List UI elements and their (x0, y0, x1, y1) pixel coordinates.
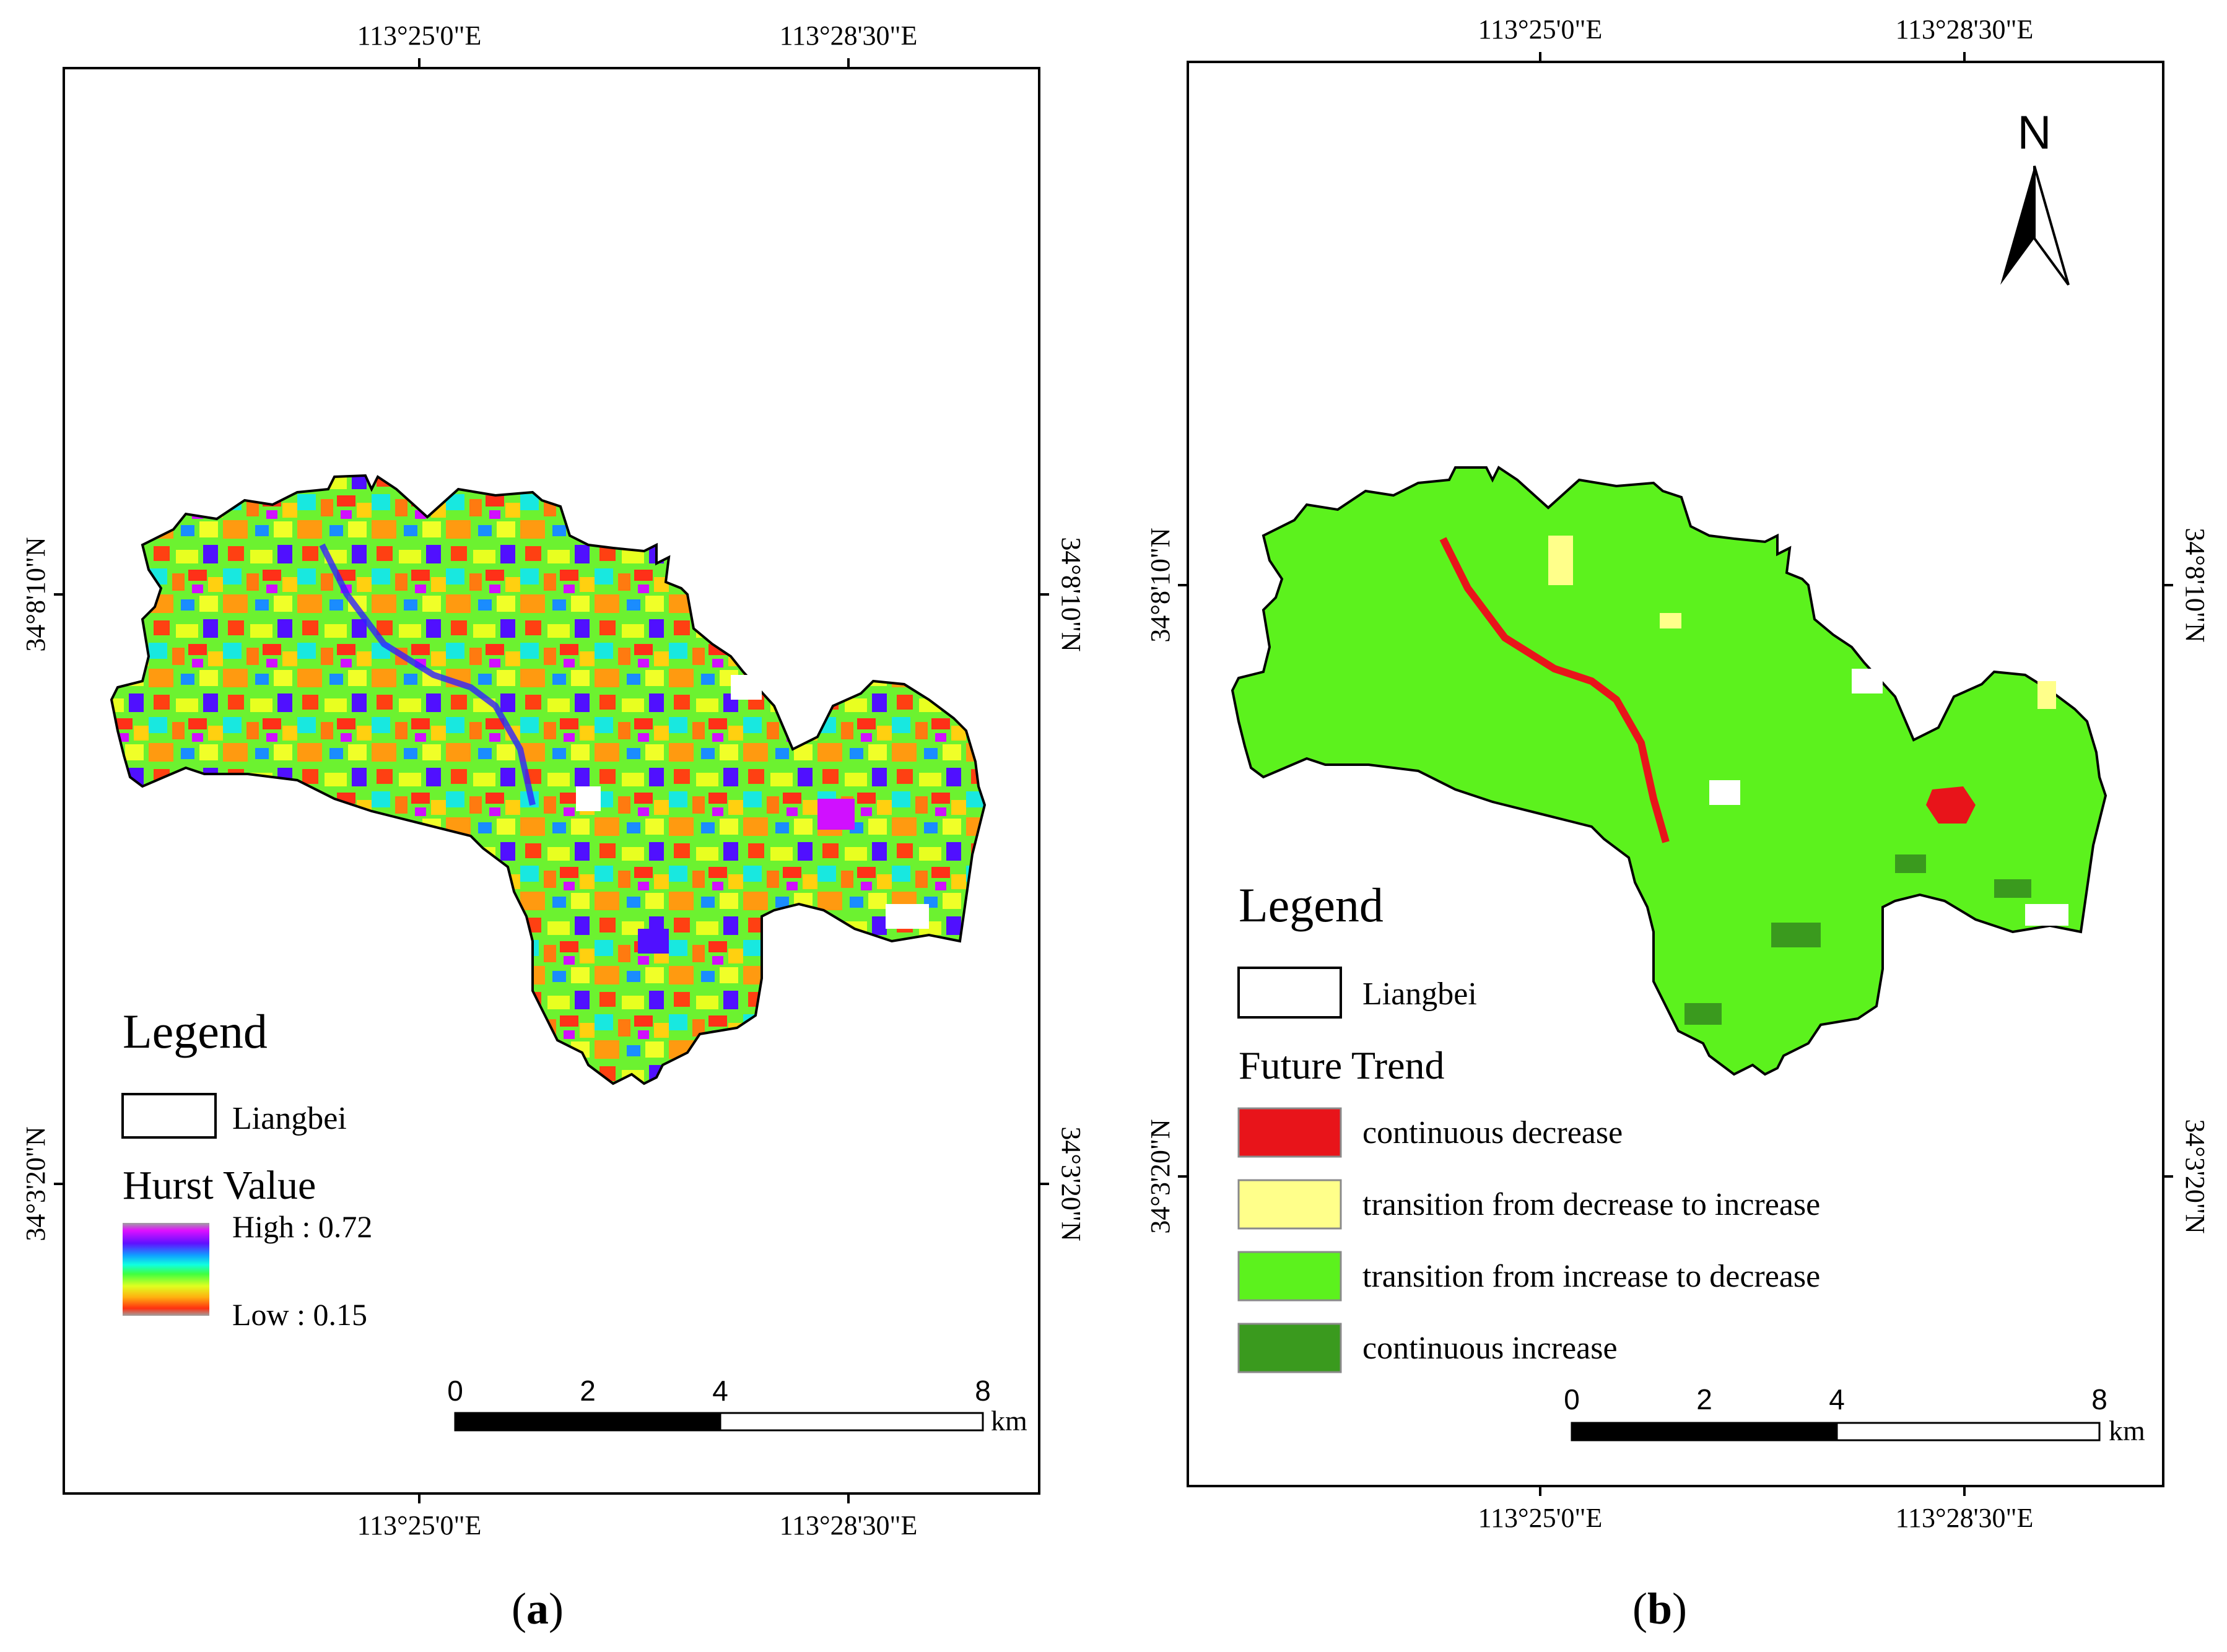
panel-b-top-lon-1: 113°25'0"E (1478, 14, 1603, 45)
panel-b-decrease-patch (1926, 786, 1976, 824)
panel-a-scale-bar: 0 2 4 8 km (447, 1375, 1027, 1437)
panel-b-decrease-river (1439, 537, 1670, 843)
panel-a-frame (63, 67, 1040, 1495)
panel-b-left-lat-2: 34°3'20"N (1145, 1119, 1175, 1233)
panel-a-right-lat-2: 34°3'20"N (1056, 1126, 1086, 1241)
panel-a-scale-0: 0 (447, 1375, 463, 1407)
panel-a-patch (576, 786, 601, 811)
panel-a-hurst-ramp (123, 1223, 209, 1316)
panel-b-yellow-patch (2037, 681, 2056, 709)
panel-b-yellow-patch (1660, 613, 1681, 628)
panel-a-patch (817, 799, 855, 830)
panel-b-scale-unit: km (2109, 1415, 2145, 1446)
panel-a-legend-title: Legend (123, 1004, 268, 1058)
panel-b-caption: (b) (1632, 1584, 1687, 1633)
panel-b-darkgreen-patch (1771, 923, 1821, 947)
panel-a-liangbei-region (110, 474, 987, 1085)
panel-b-left-lat-1: 34°8'10"N (1145, 528, 1175, 642)
panel-b-right-lat-2: 34°3'20"N (2180, 1119, 2210, 1233)
panel-b-white-patch (1709, 780, 1740, 805)
panel-a-hurst-low: Low : 0.15 (232, 1297, 367, 1332)
north-arrow-icon: N (2000, 107, 2070, 286)
panel-a-bottom-lon-2: 113°28'30"E (780, 1510, 918, 1541)
panel-b-scale-4: 4 (1829, 1383, 1845, 1415)
panel-a-patch (731, 675, 762, 700)
panel-b-boundary-swatch (1237, 967, 1342, 1019)
legend-swatch-increase-to-decrease (1237, 1251, 1342, 1302)
panel-a-left-lat-1: 34°8'10"N (20, 537, 51, 651)
legend-swatch-continuous-decrease (1237, 1107, 1342, 1158)
panel-a-boundary-swatch (121, 1093, 217, 1139)
panel-b-top-lon-2: 113°28'30"E (1896, 14, 2034, 45)
panel-a-caption: (a) (512, 1584, 564, 1633)
panel-b-trend-title: Future Trend (1239, 1043, 1445, 1087)
legend-label-decrease-to-increase: transition from decrease to increase (1362, 1187, 1820, 1222)
panel-a-bottom-lon-1: 113°25'0"E (357, 1510, 482, 1541)
panel-b-yellow-patch (1548, 536, 1573, 585)
panel-a-hurst-title: Hurst Value (123, 1163, 316, 1208)
panel-b-north-label: N (2018, 107, 2052, 159)
panel-a-hurst-high: High : 0.72 (232, 1209, 372, 1244)
panel-b-darkgreen-patch (1895, 854, 1926, 873)
panel-b-liangbei-region (1231, 466, 2107, 1076)
panel-a-scale-unit: km (991, 1405, 1027, 1437)
panel-b-scale-8: 8 (2091, 1383, 2107, 1415)
panel-b-right-lat-1: 34°8'10"N (2180, 528, 2210, 642)
panel-a-top-lon-1: 113°25'0"E (357, 20, 482, 51)
panel-b-scale-bar: 0 2 4 8 km (1564, 1383, 2145, 1446)
panel-a-top-lon-2: 113°28'30"E (780, 20, 918, 51)
legend-label-increase-to-decrease: transition from increase to decrease (1362, 1259, 1820, 1294)
panel-b-darkgreen-patch (1994, 879, 2031, 898)
panel-b-darkgreen-patch (1684, 1003, 1722, 1025)
panel-b-legend-title: Legend (1239, 878, 1384, 932)
panel-a-scale-8: 8 (975, 1375, 991, 1407)
panel-b-frame (1187, 61, 2164, 1487)
legend-label-continuous-increase: continuous increase (1362, 1331, 1618, 1366)
panel-a-right-lat-1: 34°8'10"N (1056, 537, 1086, 651)
legend-swatch-decrease-to-increase (1237, 1179, 1342, 1230)
panel-a-scale-4: 4 (712, 1375, 728, 1407)
panel-b-scale-2: 2 (1696, 1383, 1712, 1415)
panel-b-boundary-label: Liangbei (1362, 976, 1477, 1012)
panel-b-scale-0: 0 (1564, 1383, 1580, 1415)
panel-b-ticks (1178, 52, 2173, 1496)
panel-a-patch (886, 904, 929, 929)
panel-b-bottom-lon-1: 113°25'0"E (1478, 1503, 1603, 1533)
panel-a-patch (638, 929, 669, 954)
panel-a-river (319, 543, 536, 806)
panel-a-boundary-label: Liangbei (232, 1101, 347, 1136)
panel-b: 113°25'0"E 113°28'30"E 113°25'0"E 113°28… (1145, 14, 2210, 1633)
panel-a-scale-2: 2 (580, 1375, 596, 1407)
panel-a-left-lat-2: 34°3'20"N (20, 1126, 51, 1241)
panel-a-ticks (54, 58, 1049, 1503)
legend-swatch-continuous-increase (1237, 1323, 1342, 1373)
panel-b-white-patch (1852, 669, 1883, 693)
panel-b-white-patch (2025, 904, 2068, 926)
panel-a: 113°25'0"E 113°28'30"E 113°25'0"E 113°28… (20, 20, 1086, 1633)
legend-label-continuous-decrease: continuous decrease (1362, 1115, 1623, 1150)
panel-b-bottom-lon-2: 113°28'30"E (1896, 1503, 2034, 1533)
